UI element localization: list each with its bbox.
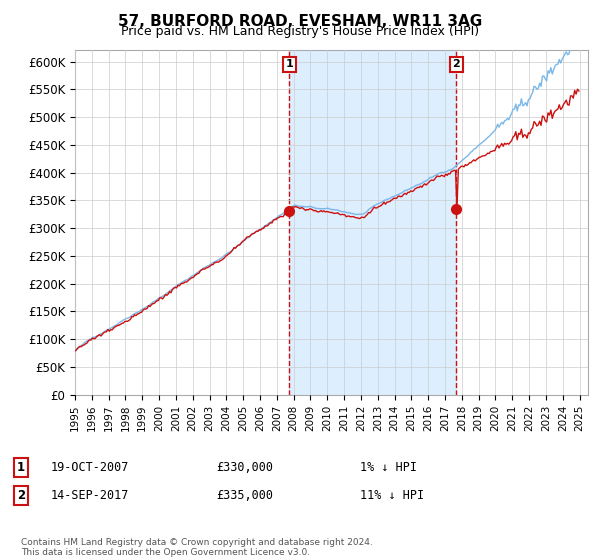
Bar [289,50,456,395]
Text: £330,000: £330,000 [216,461,273,474]
Text: 57, BURFORD ROAD, EVESHAM, WR11 3AG: 57, BURFORD ROAD, EVESHAM, WR11 3AG [118,14,482,29]
Text: 14-SEP-2017: 14-SEP-2017 [51,489,130,502]
Text: 1: 1 [286,59,293,69]
Text: £335,000: £335,000 [216,489,273,502]
Text: 2: 2 [452,59,460,69]
Text: Price paid vs. HM Land Registry's House Price Index (HPI): Price paid vs. HM Land Registry's House … [121,25,479,38]
Text: Contains HM Land Registry data © Crown copyright and database right 2024.
This d: Contains HM Land Registry data © Crown c… [21,538,373,557]
Text: 11% ↓ HPI: 11% ↓ HPI [360,489,424,502]
Text: 1: 1 [17,461,25,474]
Text: 19-OCT-2007: 19-OCT-2007 [51,461,130,474]
Text: 1% ↓ HPI: 1% ↓ HPI [360,461,417,474]
Text: 2: 2 [17,489,25,502]
